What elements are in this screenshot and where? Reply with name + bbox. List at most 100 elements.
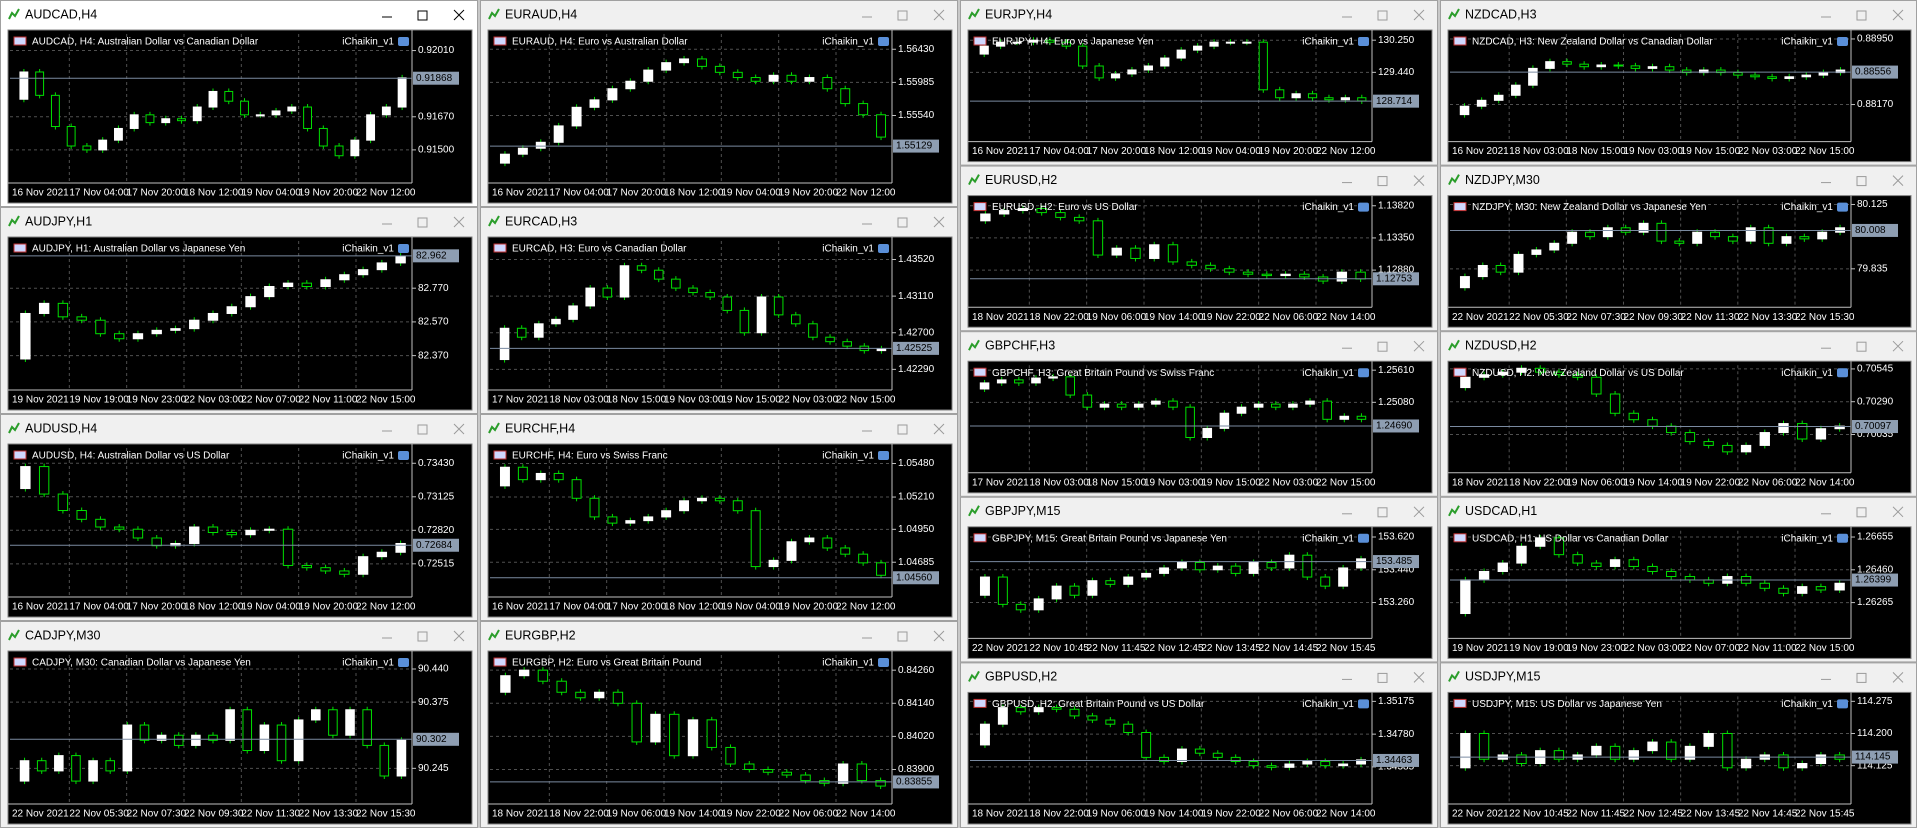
- candle: [122, 724, 133, 772]
- maximize-button[interactable]: [1377, 176, 1388, 187]
- maximize-button[interactable]: [897, 631, 908, 642]
- candle: [1459, 105, 1470, 116]
- candle: [791, 314, 801, 325]
- candle: [1460, 579, 1471, 615]
- candle: [1082, 394, 1093, 408]
- candle: [997, 576, 1008, 605]
- candle: [36, 760, 47, 772]
- price-label: 90.302: [416, 734, 447, 745]
- close-button[interactable]: [1413, 175, 1425, 186]
- y-tick-label: 153.260: [1378, 597, 1415, 608]
- close-button[interactable]: [933, 630, 945, 642]
- x-tick-label: 22 Nov 12:00: [356, 188, 416, 199]
- candle: [173, 734, 184, 746]
- close-button[interactable]: [1413, 340, 1425, 352]
- maximize-button[interactable]: [897, 424, 908, 435]
- candle: [20, 312, 31, 360]
- x-tick-label: 18 Nov 12:00: [184, 188, 244, 199]
- candle: [631, 702, 642, 743]
- indicator-icon: [878, 451, 889, 460]
- maximize-button[interactable]: [1856, 507, 1867, 518]
- x-tick-label: 22 Nov 12:45: [1144, 643, 1204, 654]
- maximize-button[interactable]: [1377, 10, 1388, 21]
- candle: [643, 516, 654, 522]
- maximize-button[interactable]: [897, 217, 908, 228]
- x-tick-label: 19 Nov 14:00: [664, 809, 724, 820]
- x-tick-label: 19 Nov 20:00: [299, 188, 359, 199]
- candle: [1336, 271, 1348, 282]
- close-button[interactable]: [1892, 506, 1904, 518]
- close-button[interactable]: [1413, 506, 1425, 518]
- price-label: 1.04560: [896, 572, 933, 583]
- price-label-box: [1373, 419, 1419, 433]
- close-button[interactable]: [1892, 175, 1904, 186]
- close-button[interactable]: [1892, 672, 1904, 683]
- indicator-name: iChaikin_v1: [822, 658, 874, 669]
- y-tick-label: 1.55540: [898, 110, 935, 121]
- close-button[interactable]: [933, 423, 945, 435]
- maximize-button[interactable]: [1856, 341, 1867, 352]
- maximize-button[interactable]: [1377, 341, 1388, 352]
- candle: [996, 379, 1007, 384]
- maximize-button[interactable]: [1856, 176, 1867, 187]
- x-tick-label: 19 Nov 22:00: [721, 809, 781, 820]
- x-tick-label: 22 Nov 14:45: [1259, 643, 1319, 654]
- y-tick-label: 1.05210: [898, 492, 935, 503]
- x-tick-label: 19 Nov 06:00: [607, 809, 667, 820]
- close-button[interactable]: [453, 423, 465, 435]
- candle: [1703, 441, 1714, 446]
- candle: [132, 333, 144, 340]
- close-button[interactable]: [453, 9, 465, 21]
- candle: [334, 145, 344, 157]
- close-button[interactable]: [1892, 340, 1904, 352]
- maximize-button[interactable]: [417, 10, 428, 21]
- y-tick-label: 1.34385: [1378, 762, 1415, 773]
- maximize-button[interactable]: [897, 10, 908, 21]
- candle: [1628, 750, 1639, 760]
- maximize-button[interactable]: [417, 217, 428, 228]
- y-tick-label: 0.92010: [418, 45, 455, 56]
- maximize-button[interactable]: [1856, 10, 1867, 21]
- x-tick-label: 22 Nov 10:45: [1509, 809, 1569, 820]
- candle: [1248, 761, 1259, 767]
- candle: [980, 213, 991, 222]
- candle: [379, 744, 390, 777]
- candle: [339, 570, 350, 575]
- candle: [1230, 565, 1241, 574]
- close-button[interactable]: [453, 630, 465, 642]
- maximize-button[interactable]: [1856, 672, 1867, 683]
- close-button[interactable]: [453, 216, 465, 228]
- candle: [1740, 758, 1752, 769]
- chart-description: EURCAD, H3: Euro vs Canadian Dollar: [512, 244, 687, 255]
- candle: [706, 719, 717, 748]
- window-icon: [488, 629, 500, 641]
- window-title: NZDJPY,M30: [1465, 173, 1540, 187]
- maximize-button[interactable]: [417, 631, 428, 642]
- x-tick-label: 19 Nov 19:00: [69, 395, 129, 406]
- candle: [1834, 582, 1845, 591]
- close-button[interactable]: [933, 9, 945, 21]
- candle: [688, 287, 698, 294]
- candle: [98, 139, 108, 151]
- maximize-button[interactable]: [1377, 507, 1388, 518]
- candle: [245, 296, 256, 308]
- close-button[interactable]: [1413, 9, 1425, 21]
- x-tick-label: 19 Nov 03:00: [1624, 146, 1684, 157]
- symbol-flag: [973, 533, 987, 543]
- maximize-button[interactable]: [417, 424, 428, 435]
- close-button[interactable]: [1892, 9, 1904, 21]
- candle: [226, 531, 237, 536]
- x-tick-label: 19 Nov 19:00: [1509, 643, 1569, 654]
- price-label-box: [1852, 223, 1898, 237]
- window-icon: [968, 339, 980, 351]
- close-button[interactable]: [1413, 672, 1425, 683]
- y-tick-label: 90.375: [418, 697, 449, 708]
- maximize-button[interactable]: [1377, 672, 1388, 683]
- candle: [161, 118, 171, 124]
- candle: [594, 691, 605, 699]
- candle: [170, 328, 181, 331]
- close-button[interactable]: [933, 216, 945, 228]
- symbol-flag: [1453, 698, 1467, 708]
